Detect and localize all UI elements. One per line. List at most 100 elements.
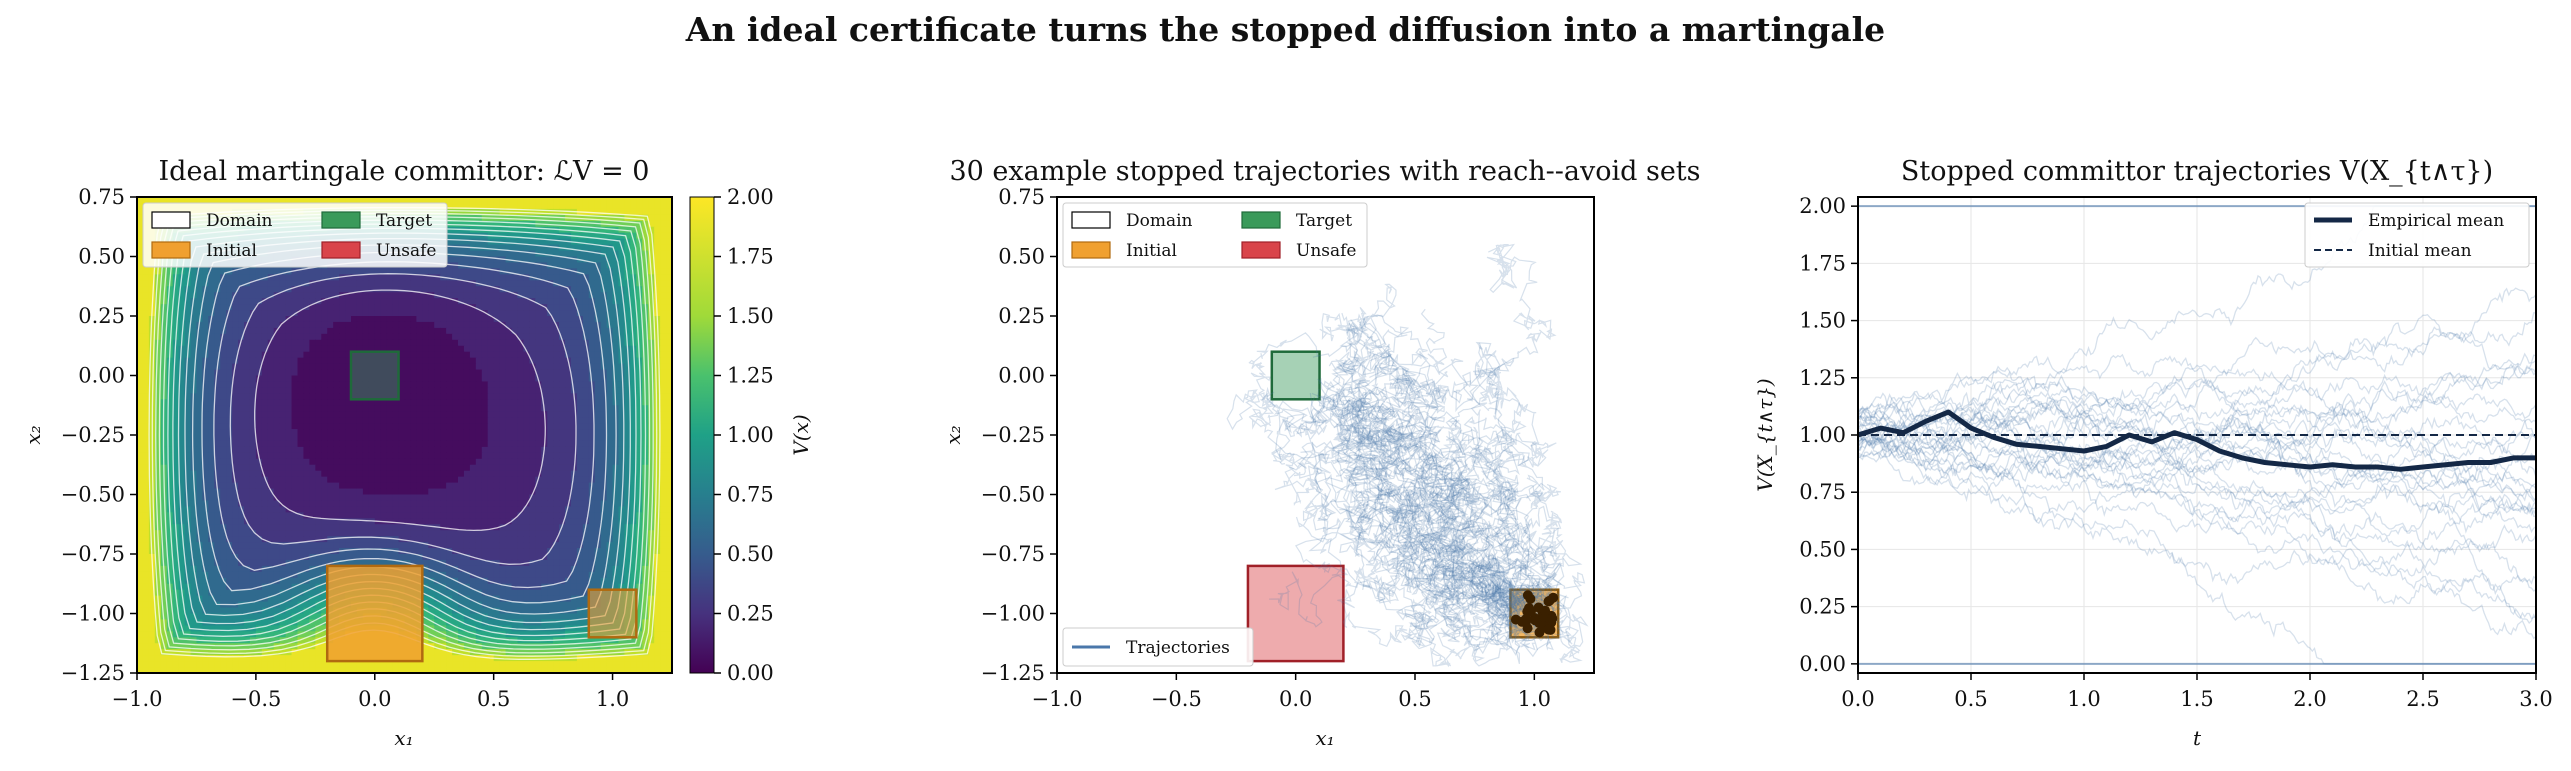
heatmap-cell — [321, 417, 328, 424]
heatmap-cell — [196, 304, 203, 311]
heatmap-cell — [660, 351, 667, 359]
heatmap-cell — [238, 476, 245, 484]
heatmap-cell — [576, 500, 584, 507]
heatmap-cell — [517, 387, 524, 394]
heatmap-cell — [517, 280, 524, 287]
heatmap-cell — [422, 488, 429, 496]
heatmap-cell — [440, 405, 447, 412]
heatmap-cell — [339, 482, 346, 490]
heatmap-cell — [582, 357, 590, 365]
heatmap-cell — [220, 369, 227, 377]
heatmap-cell — [232, 452, 239, 460]
heatmap-cell — [303, 310, 310, 317]
heatmap-cell — [666, 405, 672, 412]
heatmap-cell — [351, 369, 358, 377]
heatmap-cell — [279, 375, 287, 383]
heatmap-cell — [321, 423, 328, 430]
heatmap-cell — [594, 381, 602, 388]
heatmap-cell — [582, 268, 590, 275]
heatmap-cell — [493, 274, 501, 281]
heatmap-cell — [559, 411, 566, 418]
heatmap-cell — [469, 494, 477, 502]
heatmap-cell — [368, 452, 376, 460]
heatmap-cell — [374, 512, 382, 519]
heatmap-cell — [452, 220, 459, 228]
heatmap-cell — [565, 369, 572, 377]
heatmap-cell — [154, 506, 162, 513]
heatmap-cell — [321, 518, 328, 525]
heatmap-cell — [303, 494, 310, 502]
heatmap-cell — [339, 452, 346, 460]
heatmap-cell — [576, 280, 584, 287]
heatmap-cell — [452, 429, 459, 436]
heatmap-cell — [511, 333, 519, 341]
heatmap-cell — [220, 280, 227, 287]
heatmap-cell — [291, 357, 299, 365]
heatmap-cell — [232, 316, 239, 323]
heatmap-cell — [303, 369, 310, 377]
heatmap-cell — [249, 524, 257, 531]
heatmap-cell — [351, 488, 358, 496]
heatmap-cell — [642, 351, 649, 359]
heatmap-cell — [208, 464, 215, 472]
heatmap-cell — [333, 375, 340, 383]
heatmap-cell — [660, 440, 667, 448]
heatmap-cell — [565, 411, 572, 418]
heatmap-cell — [362, 482, 370, 490]
heatmap-cell — [535, 387, 542, 394]
heatmap-cell — [452, 339, 459, 347]
heatmap-cell — [517, 214, 524, 222]
heatmap-cell — [267, 333, 275, 341]
heatmap-cell — [523, 506, 530, 513]
heatmap-cell — [297, 458, 305, 466]
heatmap-cell — [481, 488, 489, 496]
heatmap-cell — [214, 321, 221, 329]
heatmap-cell — [368, 476, 376, 484]
heatmap-cell — [154, 345, 162, 353]
heatmap-cell — [654, 423, 661, 430]
heatmap-cell — [469, 506, 477, 513]
heatmap-cell — [279, 357, 287, 365]
heatmap-cell — [202, 333, 209, 341]
heatmap-cell — [481, 518, 489, 525]
heatmap-cell — [178, 417, 186, 424]
heatmap-cell — [184, 393, 192, 400]
heatmap-cell — [184, 399, 192, 406]
heatmap-cell — [452, 298, 459, 305]
heatmap-cell — [559, 345, 566, 353]
heatmap-cell — [154, 458, 162, 466]
heatmap-cell — [576, 298, 584, 305]
heatmap-cell — [368, 321, 376, 329]
heatmap-cell — [452, 274, 459, 281]
heatmap-cell — [214, 345, 221, 353]
heatmap-cell — [559, 387, 566, 394]
heatmap-cell — [594, 452, 602, 460]
heatmap-cell — [517, 399, 524, 406]
heatmap-cell — [208, 417, 215, 424]
heatmap-cell — [374, 458, 382, 466]
heatmap-cell — [434, 363, 441, 371]
heatmap-cell — [279, 280, 287, 287]
heatmap-cell — [422, 417, 429, 424]
heatmap-cell — [398, 351, 406, 359]
heatmap-cell — [303, 333, 310, 341]
heatmap-cell — [523, 202, 530, 210]
heatmap-cell — [249, 482, 257, 490]
heatmap-cell — [458, 238, 465, 246]
heatmap-cell — [458, 220, 465, 228]
heatmap-cell — [636, 345, 643, 353]
heatmap-cell — [303, 458, 310, 466]
heatmap-cell — [606, 399, 614, 406]
heatmap-cell — [374, 286, 382, 293]
heatmap-cell — [606, 292, 614, 299]
heatmap-cell — [137, 321, 144, 329]
heatmap-cell — [368, 411, 376, 418]
heatmap-cell — [446, 494, 453, 502]
panel1-title: Ideal martingale committor: ℒV = 0 — [159, 156, 650, 187]
heatmap-cell — [463, 452, 471, 460]
heatmap-cell — [345, 375, 352, 383]
heatmap-cell — [446, 440, 453, 448]
heatmap-cell — [226, 274, 233, 281]
heatmap-cell — [297, 316, 305, 323]
heatmap-cell — [606, 280, 614, 287]
